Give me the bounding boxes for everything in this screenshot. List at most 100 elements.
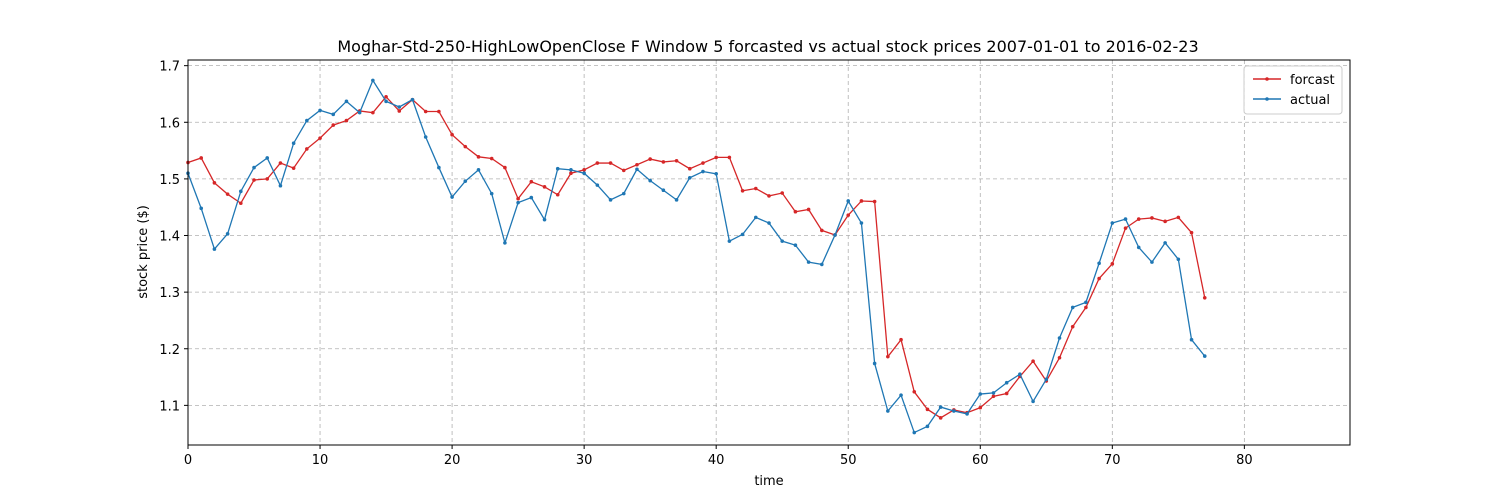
data-point-actual: [1084, 300, 1088, 305]
data-point-actual: [397, 105, 402, 109]
data-point-actual: [635, 167, 639, 172]
data-point-actual: [991, 391, 996, 395]
data-point-forcast: [661, 160, 666, 164]
data-point-actual: [489, 191, 494, 196]
data-point-actual: [384, 99, 388, 104]
data-point-forcast: [476, 155, 481, 159]
data-point-actual: [1057, 336, 1062, 340]
data-point-actual: [450, 195, 454, 199]
y-tick-label: 1.2: [159, 343, 180, 358]
data-point-forcast: [806, 207, 811, 212]
data-point-actual: [780, 239, 785, 243]
data-point-forcast: [423, 109, 428, 114]
data-point-actual: [252, 165, 256, 170]
data-point-actual: [740, 232, 745, 237]
data-point-actual: [516, 200, 520, 205]
data-point-forcast: [1123, 226, 1128, 230]
data-point-forcast: [740, 188, 745, 193]
data-point-actual: [1176, 257, 1181, 262]
data-point-forcast: [278, 161, 283, 165]
data-point-actual: [199, 206, 204, 211]
data-point-forcast: [384, 95, 388, 99]
data-point-actual: [833, 233, 837, 237]
y-tick-label: 1.5: [159, 173, 180, 188]
data-point-forcast: [912, 389, 917, 394]
data-point-actual: [595, 183, 600, 187]
data-point-actual: [687, 175, 692, 180]
data-point-forcast: [437, 109, 441, 114]
data-point-actual: [701, 169, 705, 174]
data-point-forcast: [1070, 324, 1075, 329]
data-point-actual: [529, 195, 534, 200]
data-point-forcast: [608, 161, 613, 165]
data-point-forcast: [516, 196, 520, 201]
data-point-forcast: [542, 185, 547, 189]
legend: forcast actual: [1243, 65, 1343, 115]
data-point-actual: [1110, 221, 1115, 225]
data-point-forcast: [714, 155, 718, 160]
data-point-forcast: [820, 228, 824, 233]
data-point-forcast: [344, 118, 349, 123]
data-point-forcast: [621, 168, 626, 173]
data-point-forcast: [265, 177, 270, 181]
data-point-actual: [437, 165, 441, 170]
legend-marker-forcast: [1265, 77, 1269, 81]
data-point-forcast: [886, 354, 890, 359]
data-point-forcast: [1150, 216, 1154, 220]
data-point-actual: [965, 412, 969, 416]
series-layer: [186, 78, 1207, 435]
data-point-actual: [1163, 241, 1167, 245]
data-point-actual: [674, 198, 679, 202]
data-point-forcast: [1136, 217, 1141, 221]
x-tick-label: 80: [1236, 453, 1253, 468]
data-point-forcast: [199, 156, 204, 160]
data-point-forcast: [727, 155, 732, 160]
data-point-actual: [978, 392, 983, 396]
legend-marker-actual: [1265, 97, 1269, 101]
data-point-forcast: [318, 136, 322, 140]
data-point-forcast: [925, 407, 930, 412]
data-point-forcast: [767, 194, 771, 198]
plot-frame: [187, 59, 1351, 446]
data-point-actual: [806, 260, 811, 264]
data-point-forcast: [1057, 356, 1062, 360]
data-point-actual: [1189, 337, 1194, 342]
x-tick-label: 20: [444, 453, 461, 468]
data-point-forcast: [305, 147, 309, 151]
data-point-actual: [938, 405, 943, 409]
data-point-actual: [463, 179, 468, 183]
data-point-actual: [582, 171, 586, 176]
data-point-actual: [318, 108, 322, 113]
data-point-actual: [661, 188, 666, 193]
data-point-actual: [278, 183, 283, 188]
data-point-actual: [1070, 305, 1075, 310]
data-point-forcast: [212, 181, 217, 185]
data-point-forcast: [1163, 219, 1167, 224]
data-point-forcast: [1097, 276, 1101, 281]
data-point-forcast: [701, 161, 705, 165]
data-point-forcast: [503, 165, 507, 170]
data-point-forcast: [753, 186, 758, 191]
data-point-actual: [727, 239, 732, 243]
data-point-actual: [714, 172, 718, 176]
data-point-actual: [503, 241, 507, 245]
data-point-actual: [1031, 399, 1035, 404]
data-point-forcast: [1110, 262, 1115, 266]
data-point-actual: [1018, 372, 1022, 377]
data-point-forcast: [648, 157, 652, 161]
x-tick-label: 0: [184, 453, 192, 468]
data-point-forcast: [595, 161, 600, 165]
x-tick-label: 30: [576, 453, 593, 468]
data-point-actual: [423, 135, 428, 139]
ticks: 0 10 20 30 40 50 60 70 80 1.1 1.2 1.3 1.4 1.5 1.6 1.7: [159, 60, 1252, 468]
data-point-forcast: [674, 158, 679, 163]
grid: [187, 60, 1350, 445]
y-tick-label: 1.3: [159, 286, 180, 301]
data-point-forcast: [793, 209, 798, 214]
data-point-forcast: [978, 405, 983, 410]
data-point-actual: [846, 199, 851, 203]
data-point-forcast: [846, 213, 851, 217]
x-tick-label: 40: [708, 453, 725, 468]
x-tick-label: 10: [312, 453, 329, 468]
